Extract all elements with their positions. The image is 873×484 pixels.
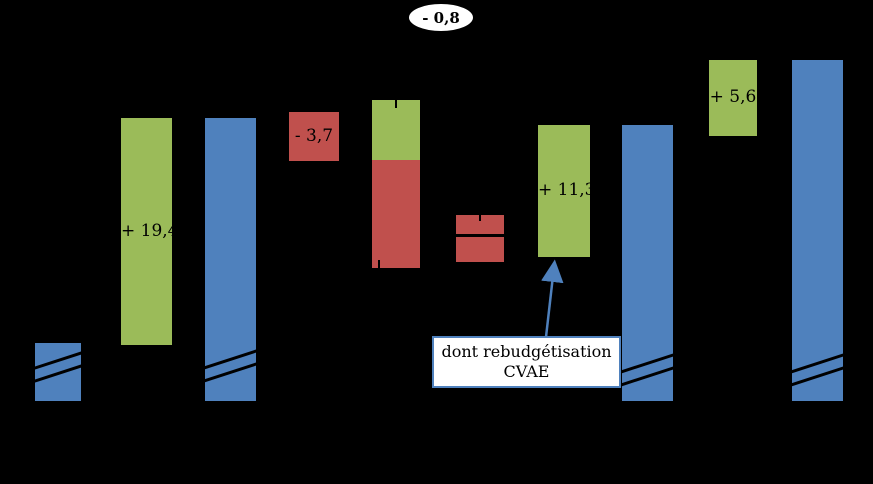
bar-4-red: - 3,7: [289, 112, 339, 161]
whisker-tick: [479, 209, 481, 221]
whisker-tick: [395, 92, 397, 108]
bar-5-green-segment: [372, 92, 420, 160]
bar-value-label: - 3,7: [294, 125, 334, 146]
bar-value-label: + 11,3: [538, 180, 596, 200]
bar-6-red: [456, 209, 504, 262]
bar-5-red-segment: [372, 160, 420, 276]
cvae-callout-box: dont rebudgétisation CVAE: [432, 336, 621, 388]
bar-3-blue: [201, 118, 260, 401]
bar-7-green: + 11,3: [538, 125, 596, 257]
whisker-tick: [378, 260, 380, 276]
bar-1-blue: [31, 343, 85, 401]
total-variation-badge: - 0,8: [408, 3, 474, 32]
bar-value-label: + 19,4: [121, 220, 179, 241]
bar-10-blue: [788, 60, 847, 401]
total-variation-label: - 0,8: [422, 8, 460, 27]
callout-text-line2: CVAE: [503, 362, 550, 381]
bar-8-blue: [618, 125, 677, 401]
segment-divider: [456, 234, 504, 237]
bar-value-label: + 5,6: [709, 87, 757, 107]
callout-text-line1: dont rebudgétisation: [441, 342, 612, 361]
bar-9-green: + 5,6: [709, 60, 757, 136]
bar-2-green: + 19,4: [121, 118, 179, 345]
